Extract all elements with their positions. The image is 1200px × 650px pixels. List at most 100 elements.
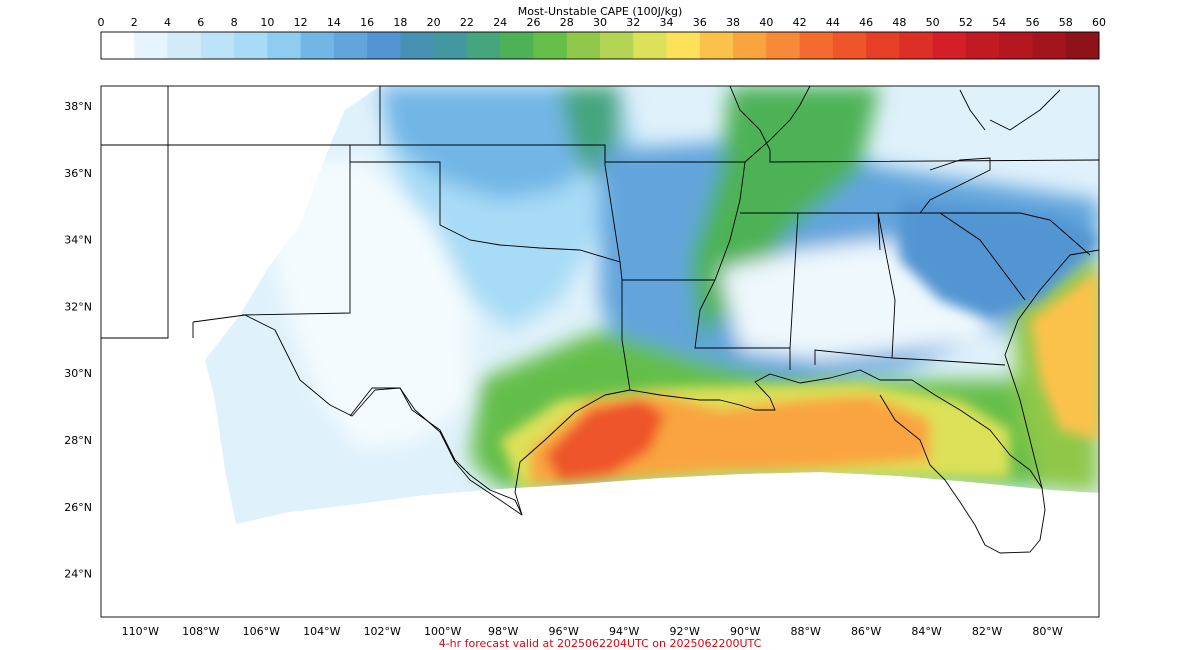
colorbar-swatch [466, 32, 501, 59]
colorbar-swatch [832, 32, 867, 59]
longitude-tick-label: 84°W [911, 625, 941, 638]
cape-region-atlantic-yellow [1030, 270, 1099, 440]
colorbar-tick-label: 12 [294, 16, 308, 29]
political-boundaries [101, 86, 1099, 554]
colorbar-tick-label: 8 [231, 16, 238, 29]
colorbar-swatch [101, 32, 135, 59]
colorbar-tick-label: 38 [726, 16, 740, 29]
colorbar-tick-label: 60 [1092, 16, 1106, 29]
colorbar-swatch [733, 32, 767, 59]
colorbar-swatches [101, 32, 1100, 59]
colorbar-tick-label: 2 [131, 16, 138, 29]
colorbar-tick-labels: 0 2 4 6 8 10 12 14 16 18 20 22 24 26 28 30 32 34 36 38 40 42 4… [98, 16, 1107, 29]
colorbar-swatch [300, 32, 335, 59]
longitude-tick-label: 102°W [364, 625, 401, 638]
colorbar-tick-label: 44 [826, 16, 840, 29]
colorbar-tick-label: 0 [98, 16, 105, 29]
longitude-tick-label: 94°W [609, 625, 639, 638]
colorbar-frame [100, 31, 1100, 60]
colorbar-swatch [866, 32, 900, 59]
tennessee-border [740, 212, 1091, 365]
coastline-atlantic [1004, 249, 1099, 489]
latitude-tick-label: 26°N [64, 501, 92, 514]
colorbar-tick-label: 28 [560, 16, 574, 29]
colorbar-swatch [400, 32, 435, 59]
colorbar-tick-label: 22 [460, 16, 474, 29]
colorbar-tick-label: 32 [626, 16, 640, 29]
latitude-tick-label: 30°N [64, 367, 92, 380]
georgia-florida-border [891, 212, 1026, 366]
map-frame [100, 85, 1100, 618]
colorbar-swatch [533, 32, 568, 59]
colorbar-tick-label: 58 [1059, 16, 1073, 29]
colorbar-tick-label: 24 [493, 16, 507, 29]
colorbar-tick-label: 42 [793, 16, 807, 29]
cape-region-plains-white [250, 160, 470, 450]
longitude-tick-label: 110°W [122, 625, 159, 638]
arkansas-border [605, 161, 791, 370]
colorbar-swatch [234, 32, 268, 59]
colorbar-tick-label: 46 [859, 16, 873, 29]
longitude-tick-label: 82°W [972, 625, 1002, 638]
longitude-tick-label: 90°W [730, 625, 760, 638]
colorbar-swatch [566, 32, 601, 59]
colorbar-swatch [267, 32, 301, 59]
colorbar-swatch [999, 32, 1033, 59]
latitude-tick-label: 34°N [64, 234, 92, 247]
colorbar-tick-label: 52 [959, 16, 973, 29]
colorbar-swatch [433, 32, 468, 59]
colorbar-swatch [766, 32, 800, 59]
colorbar-swatch [799, 32, 834, 59]
colorbar-tick-label: 34 [660, 16, 674, 29]
colorbar-swatch [333, 32, 368, 59]
colorbar-tick-label: 4 [164, 16, 171, 29]
cape-field [205, 86, 1099, 524]
latitude-tick-label: 32°N [64, 300, 92, 313]
colorbar-swatch [500, 32, 534, 59]
missouri-kentucky-border [604, 86, 1099, 163]
western-borders [101, 86, 381, 339]
colorbar-tick-label: 10 [260, 16, 274, 29]
colorbar-swatch [1032, 32, 1067, 59]
colorbar-swatch [367, 32, 401, 59]
colorbar-swatch [1065, 32, 1100, 59]
forecast-caption: 4-hr forecast valid at 2025062204UTC on … [439, 637, 762, 650]
longitude-tick-label: 106°W [243, 625, 280, 638]
colorbar-tick-label: 26 [526, 16, 540, 29]
cape-region-gulf-red [545, 398, 665, 482]
longitude-tick-label: 86°W [851, 625, 881, 638]
colorbar-tick-label: 40 [759, 16, 773, 29]
colorbar-tick-label: 36 [693, 16, 707, 29]
colorbar-tick-label: 56 [1025, 16, 1039, 29]
texas-border [241, 145, 631, 391]
colorbar-tick-label: 20 [427, 16, 441, 29]
longitude-tick-label: 80°W [1032, 625, 1062, 638]
colorbar-tick-label: 30 [593, 16, 607, 29]
longitude-tick-label: 100°W [424, 625, 461, 638]
cape-region-north-blue [380, 86, 600, 200]
longitude-tick-label: 92°W [669, 625, 699, 638]
colorbar-tick-label: 6 [197, 16, 204, 29]
longitude-tick-label: 88°W [790, 625, 820, 638]
colorbar-tick-label: 54 [992, 16, 1006, 29]
colorbar-swatch [167, 32, 202, 59]
rio-grande [192, 314, 523, 516]
colorbar-swatch [200, 32, 235, 59]
latitude-tick-label: 36°N [64, 167, 92, 180]
colorbar-tick-label: 14 [327, 16, 341, 29]
map-panel: 110°W 108°W 106°W 104°W 102°W 100°W 98°W 96°W 94… [64, 85, 1100, 638]
colorbar-swatch [699, 32, 734, 59]
colorbar-swatch [666, 32, 701, 59]
colorbar-tick-label: 50 [926, 16, 940, 29]
latitude-tick-label: 24°N [64, 568, 92, 581]
colorbar: Most-Unstable CAPE (100J/kg) 0 2 4 6 8 10 12 14… [98, 5, 1107, 60]
colorbar-swatch [899, 32, 934, 59]
latitude-tick-label: 28°N [64, 434, 92, 447]
colorbar-swatch [633, 32, 667, 59]
longitude-tick-label: 96°W [549, 625, 579, 638]
cape-region-carolina-blue [900, 200, 1099, 320]
colorbar-swatch [600, 32, 634, 59]
colorbar-title: Most-Unstable CAPE (100J/kg) [518, 5, 683, 18]
colorbar-tick-label: 18 [393, 16, 407, 29]
